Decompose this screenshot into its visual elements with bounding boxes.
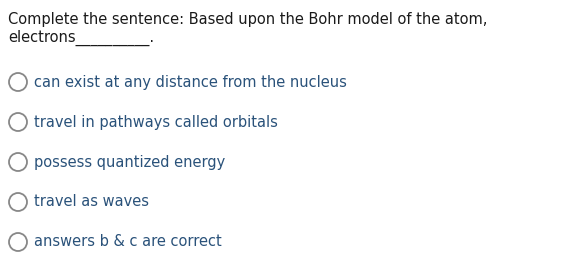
Text: travel in pathways called orbitals: travel in pathways called orbitals (34, 115, 278, 130)
Text: Complete the sentence: Based upon the Bohr model of the atom,: Complete the sentence: Based upon the Bo… (8, 12, 487, 27)
Text: answers b & c are correct: answers b & c are correct (34, 235, 222, 249)
Text: can exist at any distance from the nucleus: can exist at any distance from the nucle… (34, 75, 347, 90)
Text: electrons__________.: electrons__________. (8, 30, 154, 46)
Text: travel as waves: travel as waves (34, 195, 149, 210)
Text: possess quantized energy: possess quantized energy (34, 155, 225, 170)
